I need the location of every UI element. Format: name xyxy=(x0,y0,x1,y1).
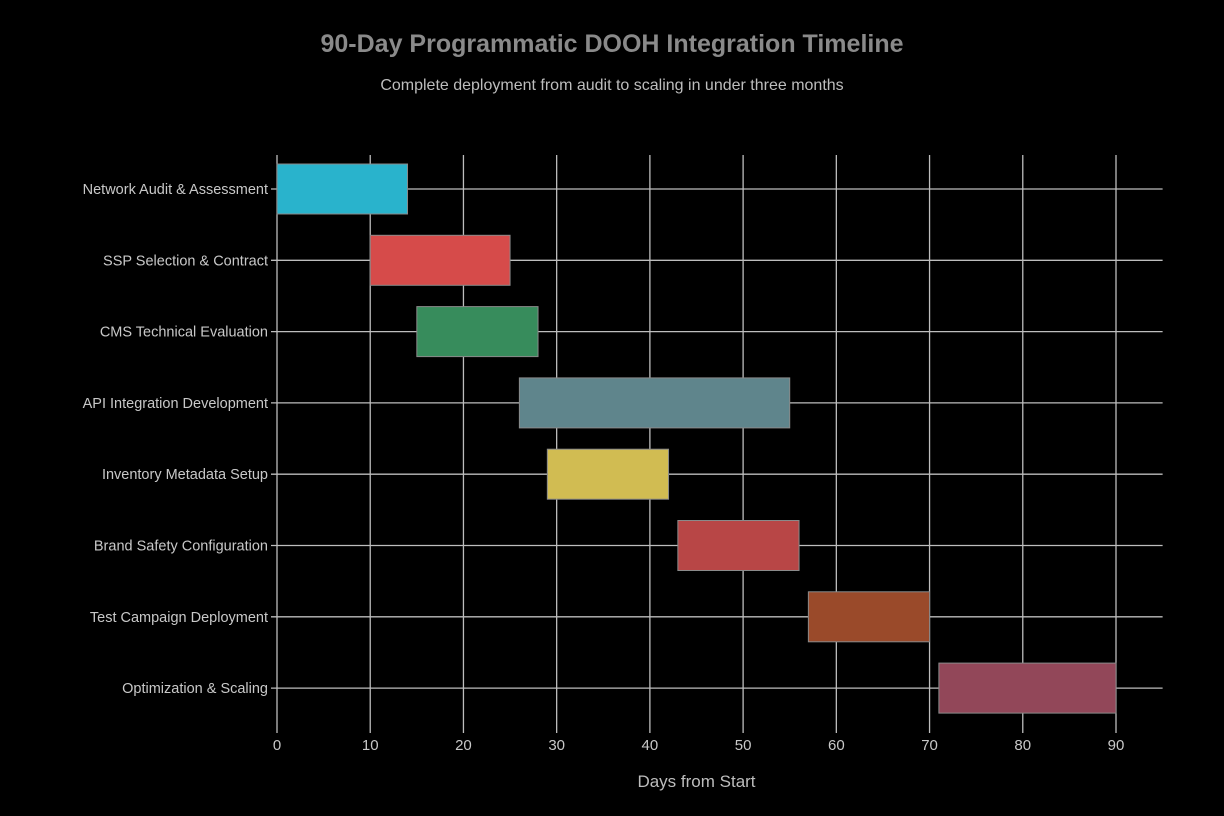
task-bar xyxy=(276,163,409,215)
x-tick-label: 50 xyxy=(735,737,752,754)
x-tick-label: 20 xyxy=(455,737,472,754)
x-tick-label: 60 xyxy=(828,737,845,754)
x-tick-label: 80 xyxy=(1014,737,1031,754)
chart-title: 90-Day Programmatic DOOH Integration Tim… xyxy=(320,30,904,58)
x-tick-label: 0 xyxy=(273,737,281,754)
task-bar xyxy=(938,662,1117,714)
task-label: SSP Selection & Contract xyxy=(103,253,268,269)
task-bar xyxy=(807,591,931,643)
task-label: Brand Safety Configuration xyxy=(94,539,268,555)
x-tick-label: 70 xyxy=(921,737,938,754)
chart-subtitle: Complete deployment from audit to scalin… xyxy=(380,77,844,94)
task-label: API Integration Development xyxy=(83,396,268,412)
x-axis-label: Days from Start xyxy=(637,772,755,791)
x-tick-label: 10 xyxy=(362,737,379,754)
task-bar xyxy=(369,234,511,286)
task-bar xyxy=(677,520,800,571)
task-bar xyxy=(416,306,539,358)
task-label: Network Audit & Assessment xyxy=(83,182,268,198)
task-label: CMS Technical Evaluation xyxy=(100,325,268,341)
x-tick-label: 90 xyxy=(1108,737,1125,754)
x-tick-label: 40 xyxy=(642,737,659,754)
task-label: Test Campaign Deployment xyxy=(90,610,268,626)
x-tick-label: 30 xyxy=(548,737,565,754)
task-label: Inventory Metadata Setup xyxy=(102,467,268,483)
task-bar xyxy=(546,448,670,500)
task-bar xyxy=(518,377,791,429)
task-label: Optimization & Scaling xyxy=(122,681,268,697)
